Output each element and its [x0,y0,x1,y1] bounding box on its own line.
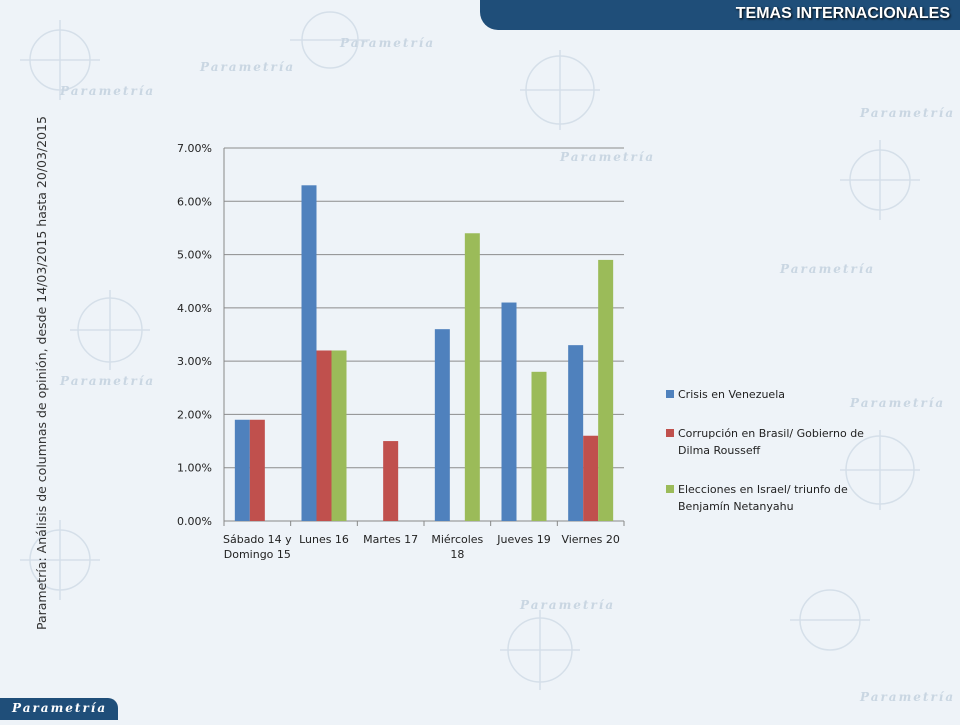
y-tick-label: 7.00% [177,142,212,155]
background-watermark: Parametría [60,374,156,388]
background-watermark: Parametría [560,150,656,164]
y-tick-label: 6.00% [177,195,212,208]
legend-label: Corrupción en Brasil/ Gobierno de Dilma … [678,427,864,457]
bar [464,233,480,521]
y-tick-label: 1.00% [177,462,212,475]
background-watermark: Parametría [200,60,296,74]
footer-logo: Parametría [0,698,118,720]
legend-label: Crisis en Venezuela [678,388,785,401]
bar [234,419,250,521]
legend-item: Elecciones en Israel/ triunfo de Benjamí… [666,481,876,515]
bar [383,441,399,521]
x-tick-label: Lunes 16 [299,533,349,546]
legend-swatch [666,390,674,398]
background-watermark: Parametría [850,396,946,410]
legend-swatch [666,429,674,437]
header-bar: TEMAS INTERNACIONALES [480,0,960,30]
background-watermark: Parametría [780,262,876,276]
footer-logo-text: Parametría [12,701,108,715]
bar [316,350,332,521]
y-tick-label: 3.00% [177,355,212,368]
x-tick-label: Miércoles 18 [431,533,483,561]
bar [331,350,347,521]
background-watermark: Parametría [520,598,616,612]
background-watermark: Parametría [60,84,156,98]
legend-label: Elecciones en Israel/ triunfo de Benjamí… [678,483,848,513]
x-tick-label: Martes 17 [363,533,418,546]
bar [434,329,450,521]
bar [249,419,265,521]
bar [583,435,599,521]
legend-item: Corrupción en Brasil/ Gobierno de Dilma … [666,425,876,459]
y-tick-label: 5.00% [177,249,212,262]
bar [568,345,584,521]
x-tick-label: Viernes 20 [561,533,619,546]
y-tick-label: 0.00% [177,515,212,528]
bar [598,259,614,521]
x-tick-label: Sábado 14 y Domingo 15 [223,533,292,561]
y-tick-label: 4.00% [177,302,212,315]
legend-item: Crisis en Venezuela [666,386,876,403]
background-watermark: Parametría [860,690,956,704]
background-watermark: Parametría [860,106,956,120]
bar [501,302,517,521]
chart-legend: Crisis en Venezuela Corrupción en Brasil/… [666,386,876,537]
page-title: TEMAS INTERNACIONALES [735,5,950,22]
bar [531,371,547,521]
y-tick-label: 2.00% [177,408,212,421]
legend-swatch [666,485,674,493]
bar [301,185,317,522]
x-tick-label: Jueves 19 [496,533,551,546]
background-watermark: Parametría [340,36,436,50]
